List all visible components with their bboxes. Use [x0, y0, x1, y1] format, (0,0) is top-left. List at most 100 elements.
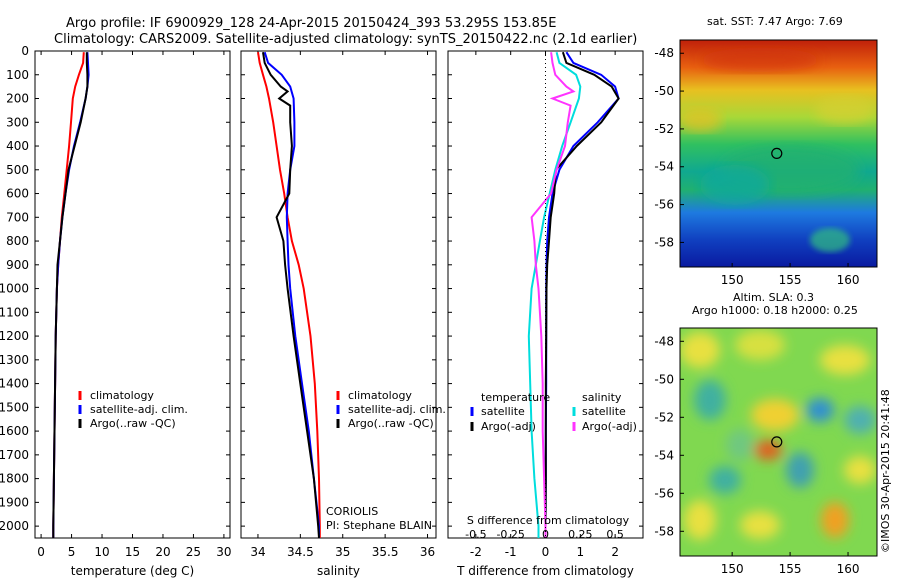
- x-tick-label-salinity: 0: [542, 528, 549, 541]
- legend-entry: satellite-adj. clim.: [90, 403, 188, 416]
- x-tick-label: 36: [420, 545, 435, 559]
- argo-location-marker: [771, 147, 783, 160]
- data-center-label: CORIOLIS: [326, 505, 378, 518]
- plot-frame: [240, 50, 437, 539]
- x-tick-label: 10: [94, 545, 109, 559]
- map-y-tick-label: -52: [654, 410, 674, 424]
- x-tick-label: 1: [577, 545, 585, 559]
- series-line: [527, 51, 582, 538]
- x-tick-label: 34: [250, 545, 265, 559]
- x-tick-label: 5: [68, 545, 76, 559]
- x-tick-label-salinity: -0.5: [465, 528, 486, 541]
- y-tick-label: 200: [6, 92, 29, 106]
- x-tick-label: 2: [611, 545, 619, 559]
- legend-entry: Argo(-adj): [481, 420, 536, 433]
- legend-entry: climatology: [90, 389, 154, 402]
- temperature-profile-panel: 0 5 10 15 20 25 30 temperature (deg C) 0 100 200 30…: [0, 44, 232, 578]
- y-tick-label: 1200: [0, 329, 29, 343]
- legend-entry: Argo(-adj): [582, 420, 637, 433]
- legend-entry: climatology: [348, 389, 412, 402]
- series-line: [52, 52, 89, 538]
- sst-map-title: sat. SST: 7.47 Argo: 7.69: [707, 15, 843, 28]
- map-x-tick-label: 150: [721, 273, 744, 287]
- map-y-tick-label: -58: [654, 524, 674, 538]
- y-tick-label: 1100: [0, 305, 29, 319]
- legend-title-temperature: temperature: [481, 391, 550, 404]
- y-tick-label: 1400: [0, 377, 29, 391]
- x-tick-label: 25: [186, 545, 201, 559]
- map-x-tick-label: 150: [721, 562, 744, 576]
- x-tick-label: 34.5: [287, 545, 314, 559]
- legend-entry: satellite-adj. clim.: [348, 403, 446, 416]
- legend-title-salinity: salinity: [582, 391, 622, 404]
- y-tick-label: 1900: [0, 495, 29, 509]
- sla-map-image: [680, 328, 877, 556]
- x-tick-label-salinity: 0.25: [568, 528, 593, 541]
- x-tick-label: 35.5: [372, 545, 399, 559]
- sst-map-image: [680, 40, 877, 267]
- map-y-tick-label: -48: [654, 334, 674, 348]
- argo-location-marker: [771, 436, 783, 448]
- map-y-tick-label: -50: [654, 372, 674, 386]
- x-tick-label: 35: [335, 545, 350, 559]
- map-y-tick-label: -54: [654, 448, 674, 462]
- sla-map-subtitle: Argo h1000: 0.18 h2000: 0.25: [692, 304, 858, 317]
- map-x-tick-label: 160: [837, 562, 860, 576]
- y-tick-label: 0: [21, 44, 29, 58]
- sla-map-panel: Altim. SLA: 0.3 Argo h1000: 0.18 h2000: …: [654, 291, 878, 576]
- map-y-tick-label: -58: [654, 235, 674, 249]
- x-tick-label: -1: [505, 545, 517, 559]
- x-tick-label: 20: [155, 545, 170, 559]
- map-y-tick-label: -50: [654, 84, 674, 98]
- map-y-tick-label: -56: [654, 486, 674, 500]
- legend-entry: satellite: [582, 405, 626, 418]
- series-line: [530, 52, 576, 538]
- y-tick-label: 400: [6, 139, 29, 153]
- y-tick-label: 900: [6, 258, 29, 272]
- map-x-tick-label: 160: [837, 273, 860, 287]
- figure-title-line2: Climatology: CARS2009. Satellite-adjuste…: [54, 32, 637, 47]
- y-tick-label: 1800: [0, 472, 29, 486]
- map-y-tick-label: -52: [654, 122, 674, 136]
- y-tick-label: 100: [6, 68, 29, 82]
- x-tick-label-salinity: -0.25: [496, 528, 524, 541]
- y-tick-label: 2000: [0, 519, 29, 533]
- y-tick-label: 500: [6, 163, 29, 177]
- x-tick-label: 0: [542, 545, 550, 559]
- x-tick-label: 15: [125, 545, 140, 559]
- y-tick-label: 1500: [0, 400, 29, 414]
- map-y-tick-label: -54: [654, 160, 674, 174]
- y-tick-label: 600: [6, 187, 29, 201]
- map-x-tick-label: 155: [779, 273, 802, 287]
- x-tick-label: -2: [470, 545, 482, 559]
- y-tick-label: 1600: [0, 424, 29, 438]
- plot-frame: [34, 50, 231, 539]
- sst-map-panel: sat. SST: 7.47 Argo: 7.69 150 155 160 -48 -5…: [654, 15, 878, 287]
- x-tick-label-salinity: 0.5: [606, 528, 624, 541]
- salinity-profile-panel: 34 34.5 35 35.5 36 salinity climatologysatelli…: [240, 50, 446, 578]
- x-axis-label: T difference from climatology: [456, 564, 634, 578]
- y-tick-label: 1000: [0, 282, 29, 296]
- pi-label: PI: Stephane BLAIN: [326, 519, 432, 532]
- y-tick-label: 300: [6, 115, 29, 129]
- series-line: [263, 51, 320, 538]
- series-line: [262, 52, 320, 539]
- figure-title-line1: Argo profile: IF 6900929_128 24-Apr-2015…: [66, 16, 556, 31]
- y-tick-label: 700: [6, 210, 29, 224]
- x-axis-label: salinity: [317, 564, 360, 578]
- imos-watermark: ©IMOS 30-Apr-2015 20:41:48: [879, 389, 892, 553]
- legend-entry: Argo(..raw -QC): [90, 417, 176, 430]
- legend-entry: Argo(..raw -QC): [348, 417, 434, 430]
- y-tick-label: 1300: [0, 353, 29, 367]
- y-tick-label: 1700: [0, 448, 29, 462]
- map-x-tick-label: 155: [779, 562, 802, 576]
- x-tick-label: 0: [37, 545, 45, 559]
- map-y-tick-label: -56: [654, 198, 674, 212]
- difference-profile-panel: -2 -1 0 1 2 T difference from climatology -0.5…: [447, 50, 644, 578]
- x-axis-label: temperature (deg C): [71, 564, 194, 578]
- x-tick-label: 30: [216, 545, 231, 559]
- sla-map-title: Altim. SLA: 0.3: [733, 291, 814, 304]
- map-y-tick-label: -48: [654, 46, 674, 60]
